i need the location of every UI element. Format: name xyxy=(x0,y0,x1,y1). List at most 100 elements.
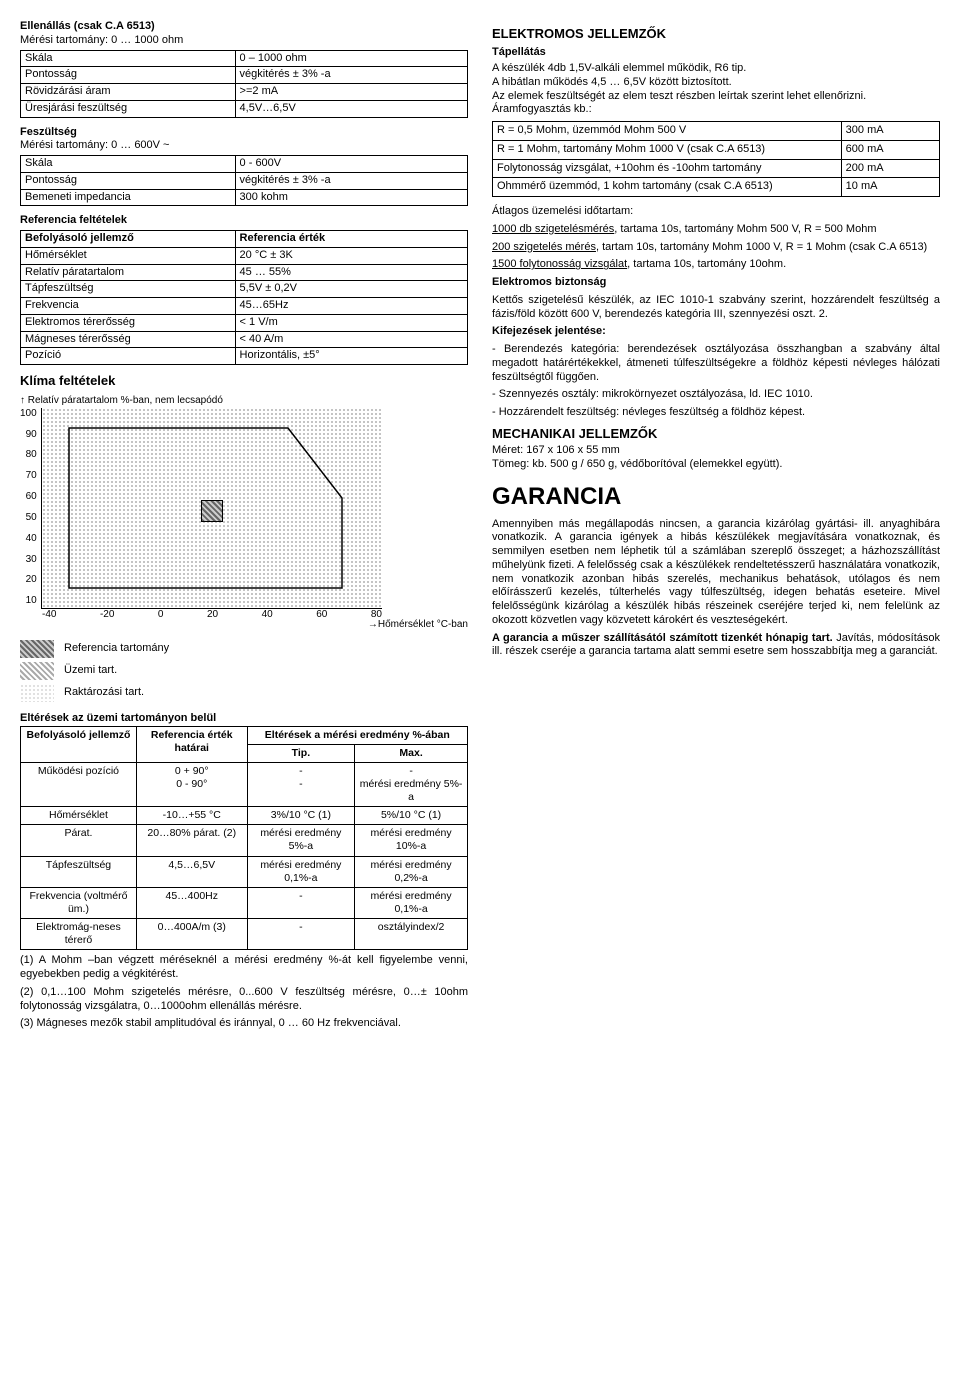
cell: 3%/10 °C (1) xyxy=(247,807,355,825)
cell: 300 mA xyxy=(841,122,939,141)
mech-title: MECHANIKAI JELLEMZŐK xyxy=(492,426,940,442)
cell: mérési eredmény 0,1%-a xyxy=(355,887,468,918)
legend: Referencia tartomány Üzemi tart. Raktáro… xyxy=(20,640,468,702)
mech-weight: Tömeg: kb. 500 g / 650 g, védőborítóval … xyxy=(492,458,940,472)
supply-p3: Az elemek feszültségét az elem teszt rés… xyxy=(492,90,940,104)
cell: 0 - 600V xyxy=(235,156,467,173)
header-cell: Tip. xyxy=(247,744,355,762)
cell: Párat. xyxy=(21,825,137,856)
consumption-label: Áramfogyasztás kb.: xyxy=(492,103,940,117)
cell: mérési eredmény 5%-a xyxy=(247,825,355,856)
header-cell: Befolyásoló jellemző xyxy=(21,231,236,248)
tick: 40 xyxy=(262,609,273,622)
header-cell: Max. xyxy=(355,744,468,762)
deviations-table: Befolyásoló jellemző Referencia érték ha… xyxy=(20,726,468,951)
tick: 60 xyxy=(20,491,37,504)
reference-square xyxy=(201,500,223,522)
cell: Tápfeszültség xyxy=(21,856,137,887)
terms-p1: - Berendezés kategória: berendezések osz… xyxy=(492,343,940,384)
refcond-title: Referencia feltételek xyxy=(20,214,468,228)
warranty-title: GARANCIA xyxy=(492,482,940,512)
swatch-reference xyxy=(20,640,54,658)
cell: 4,5V…6,5V xyxy=(235,100,467,117)
warranty-p1: Amennyiben más megállapodás nincsen, a g… xyxy=(492,518,940,628)
terms-p3: - Hozzárendelt feszültség: névleges fesz… xyxy=(492,406,940,420)
legend-item-operating: Üzemi tart. xyxy=(20,662,468,680)
cell: 45…65Hz xyxy=(235,298,467,315)
cell: Tápfeszültség xyxy=(21,281,236,298)
cell: 20 °C ± 3K xyxy=(235,247,467,264)
lifetime-underlined: 200 szigetelés mérés xyxy=(492,241,596,253)
avg-lifetime-label: Átlagos üzemelési időtartam: xyxy=(492,205,940,219)
cell: - mérési eredmény 5%-a xyxy=(355,762,468,806)
cell: Ohmmérő üzemmód, 1 kohm tartomány (csak … xyxy=(493,178,842,197)
cell: Skála xyxy=(21,156,236,173)
x-axis-label: Hőmérséklet °C-ban xyxy=(378,619,468,630)
cell: Frekvencia xyxy=(21,298,236,315)
note-2: (2) 0,1…100 Mohm szigetelés mérésre, 0..… xyxy=(20,986,468,1014)
cell: - xyxy=(247,887,355,918)
cell: mérési eredmény 0,1%-a xyxy=(247,856,355,887)
tick: 70 xyxy=(20,470,37,483)
cell: Pontosság xyxy=(21,67,236,84)
tick: 90 xyxy=(20,429,37,442)
cell: Működési pozíció xyxy=(21,762,137,806)
mech-size: Méret: 167 x 106 x 55 mm xyxy=(492,444,940,458)
safety-paragraph: Kettős szigetelésű készülék, az IEC 1010… xyxy=(492,294,940,322)
cell: Hőmérséklet xyxy=(21,807,137,825)
voltage-title: Feszültség xyxy=(20,126,468,140)
warranty-p2: A garancia a műszer szállításától számít… xyxy=(492,632,940,660)
lifetime-underlined: 1500 folytonosság vizsgálat xyxy=(492,258,627,270)
cell: Rövidzárási áram xyxy=(21,84,236,101)
warranty-bold: A garancia a műszer szállításától számít… xyxy=(492,632,833,644)
cell: Üresjárási feszültség xyxy=(21,100,236,117)
cell: végkitérés ± 3% -a xyxy=(235,172,467,189)
lifetime-line2: 200 szigetelés mérés, tartam 10s, tartom… xyxy=(492,241,940,255)
cell: Skála xyxy=(21,50,236,67)
tick: 20 xyxy=(20,574,37,587)
cell: Folytonosság vizsgálat, +10ohm és -10ohm… xyxy=(493,159,842,178)
chart-plot-area xyxy=(41,408,382,609)
y-axis-ticks: 100 90 80 70 60 50 40 30 20 10 xyxy=(20,408,41,608)
cell: Frekvencia (voltmérő üm.) xyxy=(21,887,137,918)
tick: 30 xyxy=(20,554,37,567)
tick: 60 xyxy=(316,609,327,622)
lifetime-rest: , tartama 10s, tartomány Mohm 500 V, R =… xyxy=(614,223,876,235)
cell: Pozíció xyxy=(21,348,236,365)
cell: 300 kohm xyxy=(235,189,467,206)
cell: < 1 V/m xyxy=(235,314,467,331)
cell: Elektromos térerősség xyxy=(21,314,236,331)
cell: Horizontális, ±5° xyxy=(235,348,467,365)
tick: 100 xyxy=(20,408,37,421)
lifetime-underlined: 1000 db szigetelésmérés xyxy=(492,223,614,235)
right-arrow-icon: → xyxy=(368,619,378,630)
safety-title: Elektromos biztonság xyxy=(492,276,940,290)
cell: - xyxy=(247,919,355,950)
tick: 50 xyxy=(20,512,37,525)
cell: 4,5…6,5V xyxy=(136,856,247,887)
resistance-range: Mérési tartomány: 0 … 1000 ohm xyxy=(20,34,468,48)
cell: 5%/10 °C (1) xyxy=(355,807,468,825)
tick: 40 xyxy=(20,533,37,546)
cell: 600 mA xyxy=(841,140,939,159)
header-cell: Referencia érték xyxy=(235,231,467,248)
swatch-operating xyxy=(20,662,54,680)
supply-p1: A készülék 4db 1,5V-alkáli elemmel működ… xyxy=(492,62,940,76)
lifetime-rest: , tartama 10s, tartomány 10ohm. xyxy=(627,258,786,270)
lifetime-line3: 1500 folytonosság vizsgálat, tartama 10s… xyxy=(492,258,940,272)
cell: mérési eredmény 0,2%-a xyxy=(355,856,468,887)
cell: végkitérés ± 3% -a xyxy=(235,67,467,84)
supply-p2: A hibátlan működés 4,5 … 6,5V között biz… xyxy=(492,76,940,90)
cell: Elektromág-neses térerő xyxy=(21,919,137,950)
cell: Mágneses térerősség xyxy=(21,331,236,348)
cell: Hőmérséklet xyxy=(21,247,236,264)
header-cell: Befolyásoló jellemző xyxy=(21,726,137,762)
cell: 0…400A/m (3) xyxy=(136,919,247,950)
note-3: (3) Mágneses mezők stabil amplitudóval é… xyxy=(20,1017,468,1031)
legend-item-reference: Referencia tartomány xyxy=(20,640,468,658)
cell: osztályindex/2 xyxy=(355,919,468,950)
legend-label: Referencia tartomány xyxy=(64,642,169,656)
cell: < 40 A/m xyxy=(235,331,467,348)
cell: >=2 mA xyxy=(235,84,467,101)
cell: mérési eredmény 10%-a xyxy=(355,825,468,856)
